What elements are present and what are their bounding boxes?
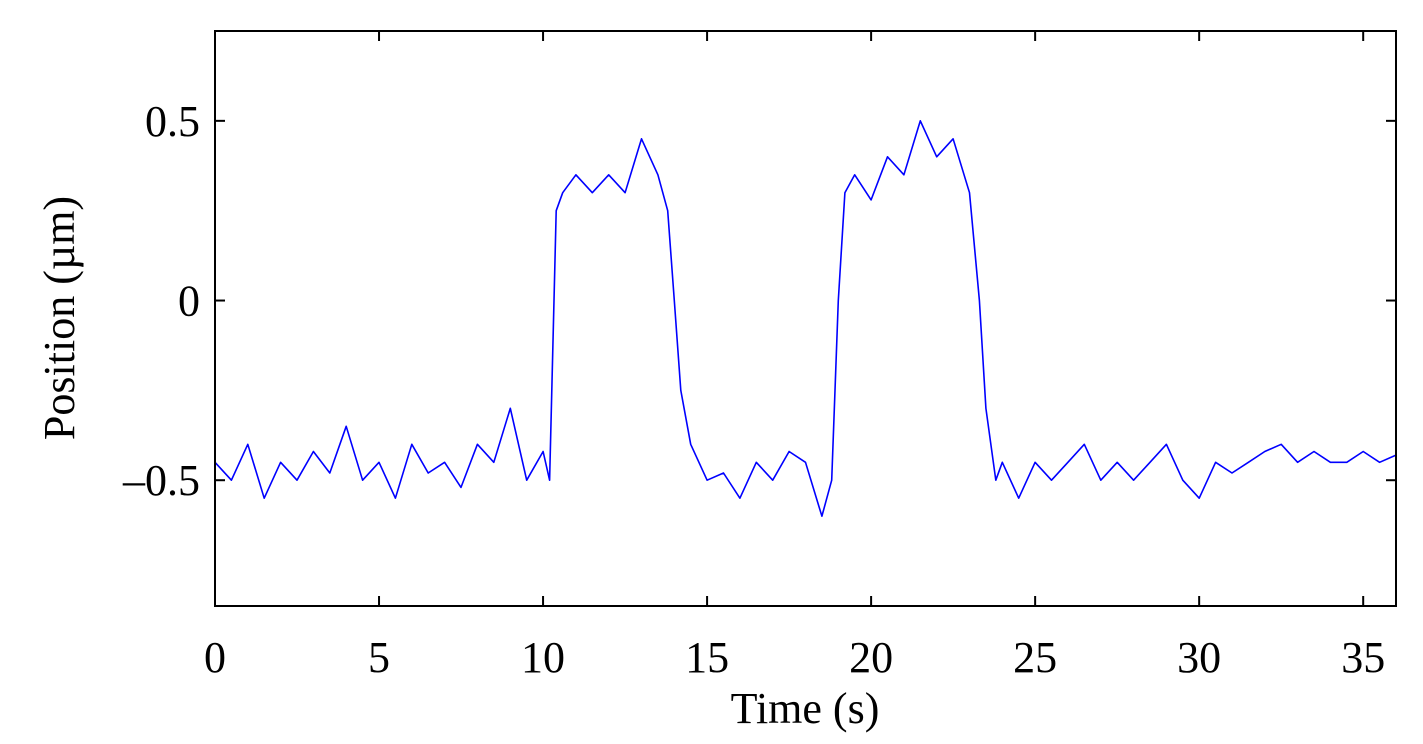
x-tick-label: 15 bbox=[685, 633, 729, 682]
x-tick-label: 25 bbox=[1013, 633, 1057, 682]
x-axis-label: Time (s) bbox=[731, 684, 880, 733]
x-tick-label: 30 bbox=[1177, 633, 1221, 682]
plot-area bbox=[214, 120, 1397, 517]
x-tick-label: 0 bbox=[204, 633, 226, 682]
x-tick-label: 20 bbox=[849, 633, 893, 682]
x-tick-label: 10 bbox=[521, 633, 565, 682]
x-axis: 0 5 10 15 20 25 30 35 bbox=[204, 31, 1385, 682]
y-axis-label: Position (µm) bbox=[35, 196, 84, 440]
y-tick-label: 0 bbox=[178, 277, 200, 326]
y-tick-label: –0.5 bbox=[122, 456, 200, 505]
series-line-0 bbox=[214, 120, 1397, 517]
y-tick-label: 0.5 bbox=[145, 97, 200, 146]
x-tick-label: 5 bbox=[368, 633, 390, 682]
y-axis: 0.5 0 –0.5 bbox=[122, 97, 1396, 505]
x-tick-label: 35 bbox=[1341, 633, 1385, 682]
axes-frame bbox=[214, 30, 1397, 607]
